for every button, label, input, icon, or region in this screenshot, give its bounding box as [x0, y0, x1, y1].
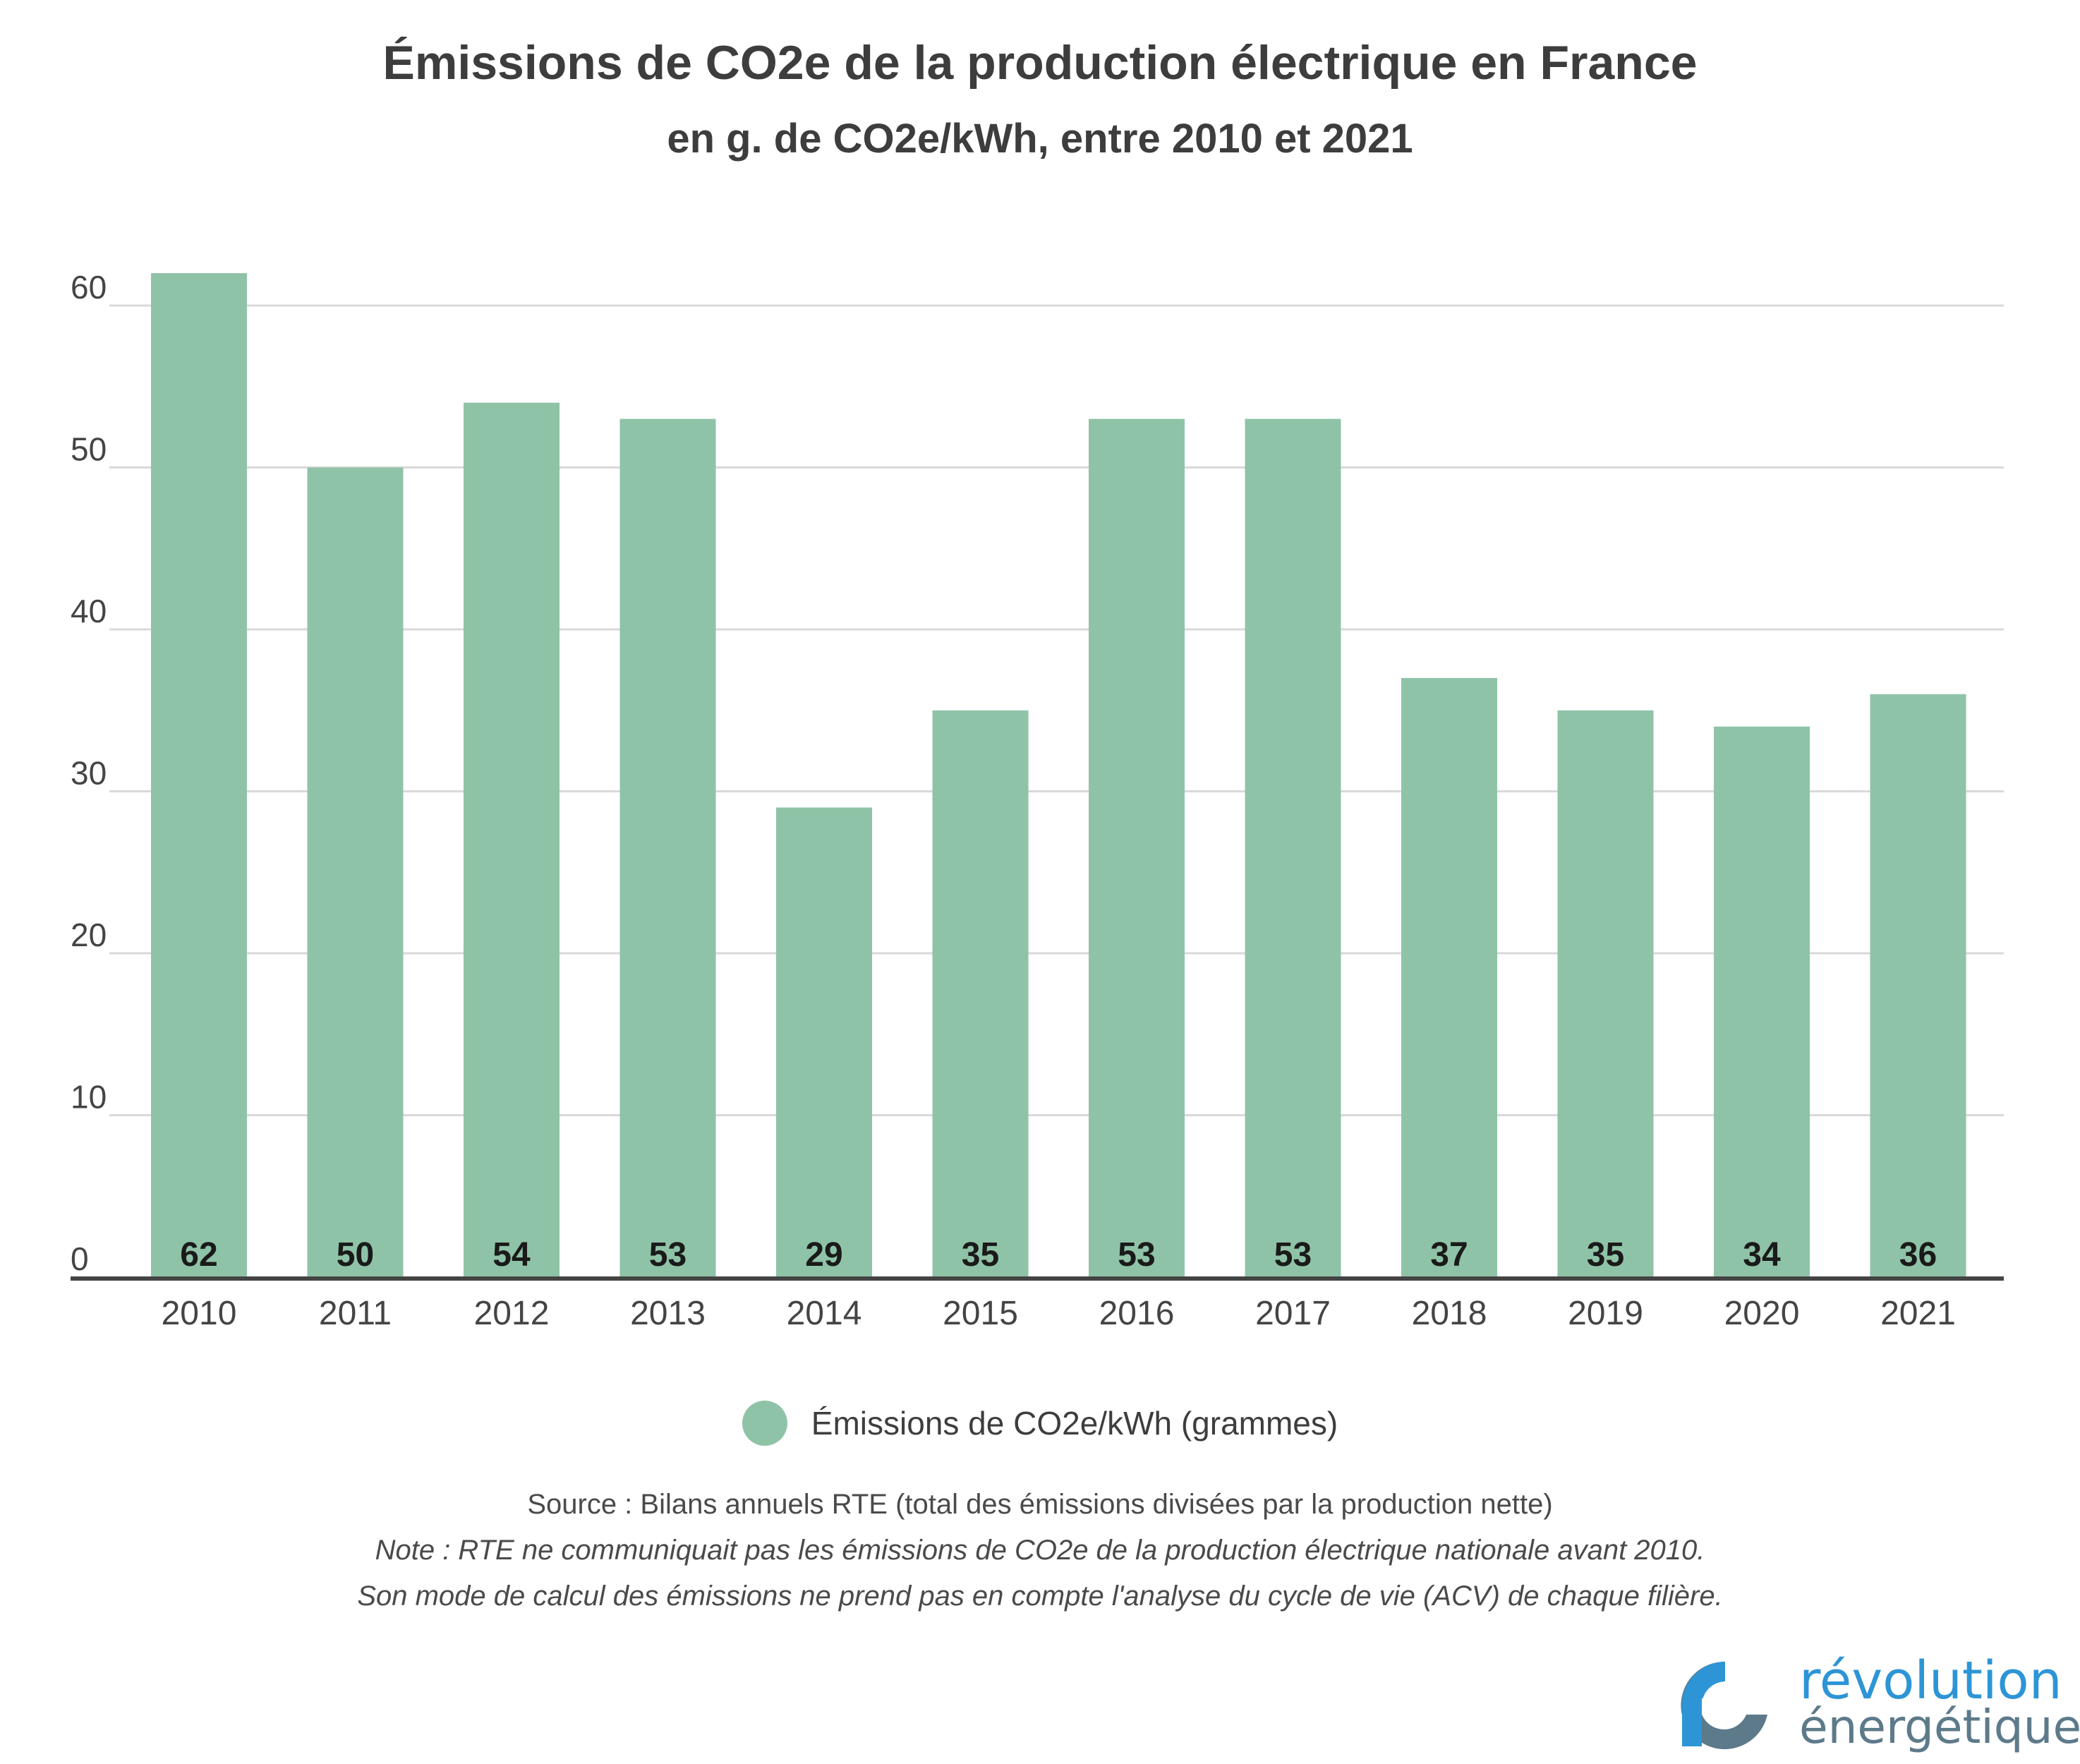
bar [307, 467, 404, 1277]
bar [1089, 418, 1185, 1277]
source-text: Source : Bilans annuels RTE (total des é… [527, 1489, 1553, 1520]
logo-e-icon [1681, 1661, 1768, 1749]
x-tick-label: 2019 [1568, 1295, 1643, 1332]
bar [1401, 677, 1497, 1277]
legend: Émissions de CO2e/kWh (grammes) [0, 1401, 2080, 1446]
x-tick-label: 2010 [162, 1295, 237, 1332]
x-tick-label: 2012 [474, 1295, 550, 1332]
bar [1870, 694, 1966, 1277]
chart-title: Émissions de CO2e de la production élect… [382, 36, 1698, 90]
data-label: 29 [805, 1236, 842, 1274]
bar-chart: 0 10 20 30 40 50 60 62 50 54 53 29 35 53 53 37 35 34 36 2… [71, 269, 2004, 1332]
data-label: 53 [1274, 1236, 1312, 1274]
x-tick-label: 2020 [1724, 1295, 1800, 1332]
x-axis-ticks: 2010 2011 2012 2013 2014 2015 2016 2017 2018 2019… [162, 1295, 1956, 1332]
gridlines [109, 304, 2004, 1116]
x-tick-label: 2014 [787, 1295, 862, 1332]
bar [619, 418, 716, 1277]
logo-text-line1: révolution [1799, 1650, 2062, 1711]
brand-logo: révolution énergétique [1672, 1650, 2080, 1754]
bar [1245, 418, 1341, 1277]
y-tick-label: 30 [71, 755, 107, 792]
bar [151, 273, 247, 1278]
data-label: 34 [1743, 1236, 1781, 1274]
data-label: 53 [1118, 1236, 1155, 1274]
legend-swatch [742, 1401, 787, 1446]
x-tick-label: 2016 [1099, 1295, 1175, 1332]
note-line-2: Son mode de calcul des émissions ne pren… [357, 1581, 1723, 1612]
bars [151, 273, 1966, 1278]
y-tick-label: 10 [71, 1079, 107, 1116]
x-tick-label: 2021 [1880, 1295, 1956, 1332]
y-tick-label: 0 [71, 1240, 89, 1277]
bar [776, 807, 872, 1277]
bar [1714, 726, 1810, 1277]
data-label: 36 [1899, 1236, 1937, 1274]
data-labels: 62 50 54 53 29 35 53 53 37 35 34 36 [180, 1236, 1937, 1274]
y-axis-ticks: 0 10 20 30 40 50 60 [71, 269, 107, 1277]
y-tick-label: 60 [71, 269, 107, 306]
note-line-1: Note : RTE ne communiquait pas les émiss… [375, 1535, 1705, 1566]
x-tick-label: 2011 [319, 1295, 392, 1332]
data-label: 35 [962, 1236, 999, 1274]
y-tick-label: 20 [71, 917, 107, 953]
x-tick-label: 2015 [943, 1295, 1018, 1332]
legend-label: Émissions de CO2e/kWh (grammes) [811, 1405, 1338, 1442]
y-tick-label: 40 [71, 593, 107, 629]
bar [464, 402, 560, 1278]
x-tick-label: 2013 [630, 1295, 706, 1332]
y-tick-label: 50 [71, 431, 107, 468]
chart-subtitle: en g. de CO2e/kWh, entre 2010 et 2021 [667, 116, 1413, 162]
x-tick-label: 2017 [1255, 1295, 1331, 1332]
data-label: 53 [649, 1236, 687, 1274]
data-label: 62 [180, 1236, 217, 1274]
bar [1557, 710, 1654, 1277]
data-label: 35 [1587, 1236, 1624, 1274]
x-tick-label: 2018 [1412, 1295, 1487, 1332]
logo-text-line2: énergétique [1799, 1700, 2080, 1754]
data-label: 50 [337, 1236, 374, 1274]
data-label: 54 [492, 1236, 531, 1274]
data-label: 37 [1430, 1236, 1468, 1274]
bar [932, 710, 1029, 1277]
